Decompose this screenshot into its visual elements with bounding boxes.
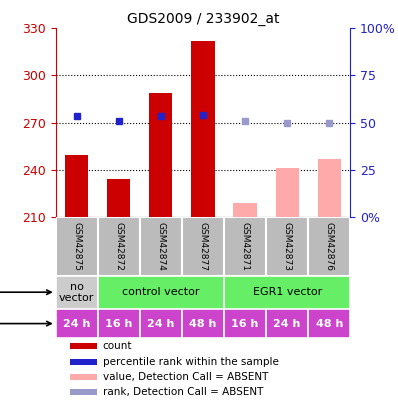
Text: GSM42871: GSM42871 [240, 222, 250, 271]
Text: value, Detection Call = ABSENT: value, Detection Call = ABSENT [103, 372, 268, 382]
Bar [70, 389, 97, 395]
Bar [107, 179, 131, 217]
Title: GDS2009 / 233902_at: GDS2009 / 233902_at [127, 12, 279, 26]
Bar [266, 309, 308, 338]
Bar [308, 217, 350, 275]
Bar [56, 217, 98, 275]
Bar [234, 202, 257, 217]
Text: percentile rank within the sample: percentile rank within the sample [103, 357, 279, 367]
Text: GSM42877: GSM42877 [199, 222, 207, 271]
Bar [140, 217, 182, 275]
Text: 48 h: 48 h [189, 319, 217, 328]
Text: time: time [0, 319, 51, 328]
Bar [98, 275, 224, 309]
Text: GSM42872: GSM42872 [114, 222, 123, 271]
Bar [70, 374, 97, 380]
Bar [140, 309, 182, 338]
Text: count: count [103, 341, 133, 351]
Bar [70, 343, 97, 349]
Bar [275, 168, 298, 217]
Text: GSM42874: GSM42874 [156, 222, 166, 271]
Bar [70, 359, 97, 364]
Bar [56, 309, 98, 338]
Text: no
vector: no vector [59, 282, 94, 303]
Bar [191, 41, 215, 217]
Text: control vector: control vector [122, 287, 200, 297]
Text: infection: infection [0, 287, 51, 297]
Bar [149, 93, 172, 217]
Text: 16 h: 16 h [105, 319, 133, 328]
Bar [56, 275, 98, 309]
Bar [224, 309, 266, 338]
Text: 24 h: 24 h [147, 319, 175, 328]
Bar [318, 159, 341, 217]
Bar [224, 275, 350, 309]
Text: 48 h: 48 h [316, 319, 343, 328]
Bar [182, 309, 224, 338]
Text: EGR1 vector: EGR1 vector [252, 287, 322, 297]
Text: GSM42876: GSM42876 [325, 222, 334, 271]
Bar [98, 217, 140, 275]
Bar [65, 156, 88, 217]
Bar [224, 217, 266, 275]
Text: 24 h: 24 h [63, 319, 90, 328]
Text: rank, Detection Call = ABSENT: rank, Detection Call = ABSENT [103, 387, 263, 397]
Text: GSM42873: GSM42873 [283, 222, 292, 271]
Bar [98, 309, 140, 338]
Text: 24 h: 24 h [273, 319, 301, 328]
Bar [308, 309, 350, 338]
Bar [266, 217, 308, 275]
Text: GSM42875: GSM42875 [72, 222, 81, 271]
Text: 16 h: 16 h [231, 319, 259, 328]
Bar [182, 217, 224, 275]
